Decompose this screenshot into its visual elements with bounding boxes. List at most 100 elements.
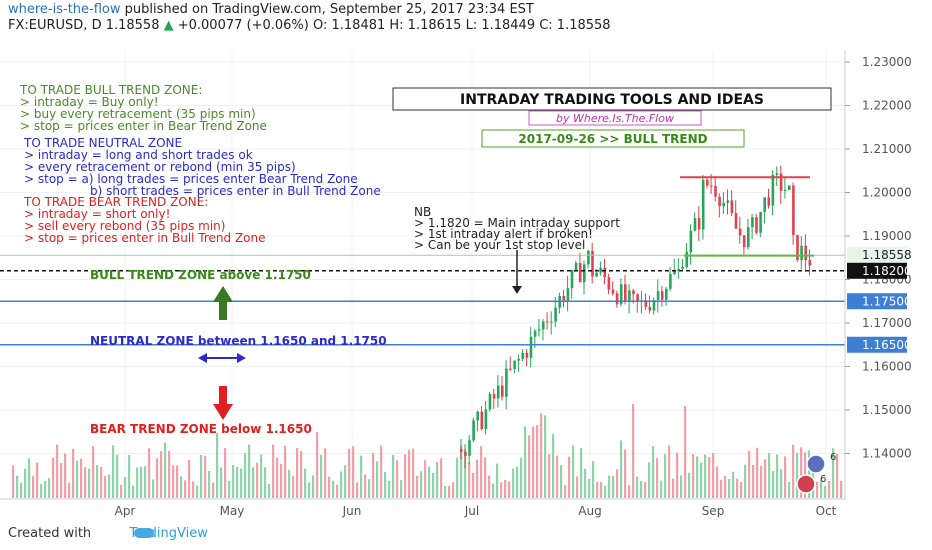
volume-bar	[736, 478, 739, 498]
volume-bar	[708, 457, 711, 498]
x-tick-label: Jun	[342, 504, 362, 518]
volume-bar	[64, 453, 67, 498]
bear-zone-label: BEAR TREND ZONE below 1.1650	[90, 422, 312, 436]
candle-body	[742, 235, 746, 248]
neutral-arrow-left	[198, 353, 207, 363]
volume-bar	[792, 444, 795, 498]
volume-bar	[376, 461, 379, 498]
volume-bar	[340, 471, 343, 498]
y-tick-label: 1.20000	[862, 186, 912, 200]
candle-body	[611, 289, 615, 294]
volume-bar	[764, 459, 767, 498]
volume-bar	[344, 465, 347, 498]
volume-bar	[720, 479, 723, 498]
bear-rule-line: > sell every rebond (35 pips min)	[24, 219, 225, 233]
volume-bar	[780, 469, 783, 498]
volume-bar	[832, 448, 835, 498]
candle-body	[788, 185, 791, 190]
candle-body	[607, 277, 611, 290]
price-chart[interactable]: 1.230001.220001.210001.200001.190001.180…	[0, 36, 932, 524]
candle-body	[464, 451, 467, 456]
bull-rule-line: TO TRADE BULL TREND ZONE:	[19, 83, 202, 97]
volume-bar	[272, 444, 275, 498]
event-flag-icon	[806, 454, 826, 474]
candle-body	[718, 196, 721, 207]
date-trend-box	[481, 129, 745, 148]
volume-bar	[828, 480, 831, 498]
bear-arrow-shaft	[219, 386, 227, 406]
candle-body	[513, 360, 516, 369]
volume-bar	[296, 447, 299, 498]
volume-bar	[756, 447, 759, 498]
candle-body	[755, 217, 758, 233]
volume-bar	[684, 406, 687, 498]
volume-bar	[624, 449, 627, 498]
bull-arrow-head	[213, 286, 233, 302]
volume-bar	[532, 426, 535, 498]
candle-body	[730, 200, 734, 214]
volume-bar	[252, 467, 255, 498]
volume-bar	[304, 468, 307, 498]
volume-bar	[356, 482, 359, 498]
nb-line: > 1.1820 = Main intraday support	[414, 216, 620, 230]
up-arrow-icon: ▲	[163, 18, 174, 33]
volume-bar	[292, 476, 295, 498]
candle-body	[566, 288, 570, 302]
candle-body	[751, 217, 754, 228]
volume-bar	[100, 467, 103, 498]
volume-bar	[184, 480, 187, 498]
candle-body	[619, 284, 623, 305]
time-axis: Apr May Jun Jul Aug Sep Oct	[0, 498, 845, 518]
volume-bar	[52, 457, 55, 498]
volume-bar	[268, 483, 271, 498]
volume-bar	[308, 482, 311, 498]
candle-body	[632, 290, 635, 295]
volume-bar	[88, 468, 91, 498]
volume-bar	[584, 468, 587, 498]
price-tag-label: 1.18558	[862, 248, 912, 262]
candle-body	[636, 294, 639, 302]
candle-body	[689, 230, 693, 253]
candle-body	[738, 228, 742, 236]
volume-bar	[580, 447, 583, 498]
tradingview-logo-icon	[134, 528, 154, 538]
nb-line: > 1st intraday alert if broken!	[414, 227, 593, 241]
candle-body	[734, 213, 738, 229]
volume-bar	[424, 460, 427, 498]
level-lines	[0, 176, 845, 346]
volume-bar	[200, 454, 203, 498]
event-badge-count: 6	[830, 452, 836, 463]
price-tag	[847, 262, 907, 279]
volume-bar	[536, 425, 539, 498]
price-tag	[847, 336, 907, 353]
volume-bar	[768, 452, 771, 498]
symbol-line-pre: FX:EURUSD, D 1.18558	[8, 18, 164, 33]
volume-bar	[160, 451, 163, 498]
candle-body	[759, 211, 762, 233]
candle-body	[660, 291, 664, 300]
volume-bar	[228, 480, 231, 498]
volume-bar	[264, 467, 267, 498]
volume-bar	[396, 460, 399, 498]
volume-bar	[516, 466, 519, 498]
volume-bar	[312, 475, 315, 498]
candle-body	[517, 358, 520, 361]
byline-text: by Where.Is.The.Flow	[556, 112, 674, 125]
bear-rule-line: > stop = prices enter in Bull Trend Zone	[24, 231, 266, 245]
volume-bar	[564, 485, 567, 498]
volume-bar	[784, 456, 787, 498]
volume-bar	[96, 465, 99, 498]
volume-bar	[436, 462, 439, 498]
candle-body	[505, 368, 508, 397]
volume-bar	[140, 466, 143, 498]
candle-body	[673, 270, 676, 274]
volume-bar	[592, 461, 595, 498]
candle-body	[771, 175, 775, 206]
volume-bar	[288, 469, 291, 498]
bull-rule-line: > stop = prices enter in Bear Trend Zone	[20, 119, 267, 133]
candle-body	[550, 321, 553, 323]
volume-bar	[840, 480, 843, 498]
author-link[interactable]: where-is-the-flow	[8, 2, 121, 17]
neutral-rule-line: > stop = a) long trades = prices enter B…	[24, 172, 358, 186]
volume-bar	[164, 442, 167, 498]
